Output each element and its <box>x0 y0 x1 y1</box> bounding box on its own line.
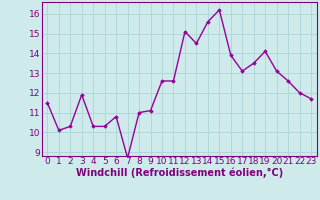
X-axis label: Windchill (Refroidissement éolien,°C): Windchill (Refroidissement éolien,°C) <box>76 168 283 178</box>
